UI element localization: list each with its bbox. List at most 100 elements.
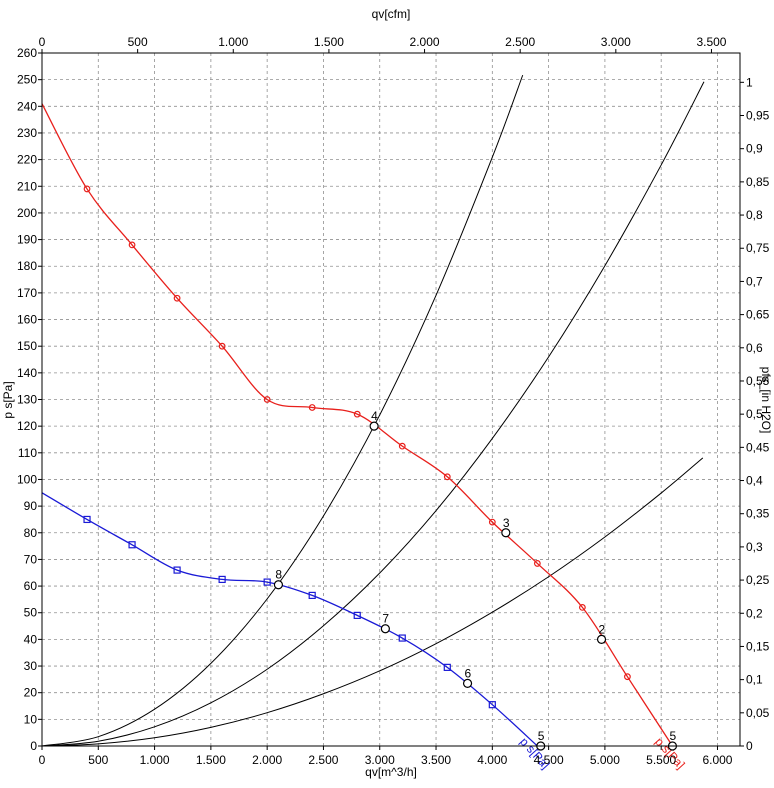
operating-point-marker [501,528,511,538]
data-point-marker [173,566,181,574]
system-curve-line [41,457,704,747]
y-tick-label-left: 110 [18,446,37,460]
x-tick-label-top: 3.000 [601,35,631,49]
y-tick-label-left: 260 [17,46,37,60]
x-tick-label-top: 500 [128,35,148,49]
y-tick-label-left: 0 [30,739,37,753]
y-axis-label-right: pfs_[in H2O] [759,367,773,434]
y-tick-label-left: 240 [17,99,37,113]
x-tick-label-bottom: 3.000 [365,753,395,767]
x-tick-label-bottom: 0 [39,753,46,767]
y-tick-label-left: 250 [17,73,37,87]
y-tick-label-left: 100 [17,472,37,486]
y-tick-label-left: 230 [17,126,37,140]
y-tick-label-left: 150 [17,339,37,353]
system-curves [41,74,705,747]
operating-point-label: 2 [599,622,606,636]
data-point-marker [128,241,136,249]
y-tick-label-left: 30 [24,659,38,673]
y-tick-label-right: 0,7 [746,274,763,288]
x-tick-label-top: 2.500 [505,35,535,49]
operating-point-label: 3 [503,516,510,530]
axis-tick-labels: 0 500 1.000 1.500 2.000 2.500 3.000 3.500 4.000 4… [17,35,770,767]
x-tick-label-bottom: 500 [88,753,108,767]
data-point-marker [263,578,271,586]
data-point-marker [443,473,451,481]
x-tick-label-bottom: 5.000 [590,753,620,767]
operating-point-label: 5 [669,729,676,743]
operating-point-label: 8 [275,568,282,582]
y-tick-label-right: 0,3 [746,540,763,554]
data-point-marker [218,575,226,584]
x-tick-label-top: 1.000 [218,35,248,49]
y-tick-label-right: 0,35 [746,507,770,521]
y-tick-label-right: 0,65 [746,308,770,322]
system-curve-line [41,81,705,747]
y-tick-label-left: 200 [17,206,37,220]
y-tick-label-left: 20 [24,686,38,700]
data-point-marker [308,404,316,411]
data-point-marker [624,673,631,681]
y-tick-label-right: 0,55 [746,374,770,388]
data-point-marker [308,591,316,600]
y-tick-label-left: 160 [17,313,37,327]
x-tick-label-top: 3.500 [696,35,726,49]
operating-point-label: 7 [382,612,389,626]
y-tick-label-left: 10 [24,712,38,726]
y-tick-label-left: 120 [17,419,37,433]
data-point-marker [128,541,136,549]
y-tick-label-right: 0,05 [746,706,770,720]
data-point-marker [263,396,271,403]
data-point-marker [353,410,361,418]
x-tick-label-top: 1.500 [314,35,344,49]
x-tick-label-bottom: 2.000 [252,753,282,767]
y-tick-label-left: 70 [24,552,38,566]
operating-point-marker [273,580,284,590]
operating-point-marker [462,678,473,688]
operating-point-marker [596,634,607,644]
y-tick-label-left: 210 [17,179,37,193]
data-point-marker [443,663,451,671]
y-tick-label-right: 0,8 [746,208,763,222]
y-tick-label-right: 0 [746,739,753,753]
data-point-marker [398,634,406,642]
operating-point-label: 6 [465,666,472,680]
x-axis-label-top: qv[cfm] [372,7,411,21]
grid-lines [42,53,740,746]
y-tick-label-left: 140 [17,366,37,380]
y-axis-label-left: p s[Pa] [1,381,15,418]
x-tick-label-bottom: 1.000 [140,753,170,767]
y-tick-label-right: 1 [746,75,753,89]
x-tick-label-bottom: 1.500 [196,753,226,767]
x-tick-label-top: 0 [39,35,46,49]
y-tick-label-left: 170 [17,286,37,300]
x-tick-label-bottom: 2.500 [308,753,338,767]
y-tick-label-left: 130 [17,393,37,407]
y-tick-label-right: 0,45 [746,440,770,454]
data-point-marker [173,294,181,302]
y-tick-label-right: 0,95 [746,109,770,123]
fan-curve-line [41,492,538,747]
y-tick-label-right: 0,4 [746,474,763,488]
x-tick-label-top: 2.000 [410,35,440,49]
y-tick-label-left: 220 [17,153,37,167]
y-tick-label-right: 0,9 [746,142,763,156]
data-point-marker [488,518,496,526]
y-tick-label-right: 0,5 [746,407,763,421]
y-tick-label-right: 0,6 [746,341,763,355]
y-tick-label-left: 60 [24,579,38,593]
fan-curves: p s[Pa]p s[Pa] [41,103,688,772]
x-tick-label-bottom: 4.000 [477,753,507,767]
data-point-marker [83,515,91,524]
data-point-marker [578,604,586,611]
data-point-marker [533,560,541,567]
y-tick-label-right: 0,15 [746,639,770,653]
y-tick-label-right: 0,85 [746,175,770,189]
data-point-marker [83,185,91,193]
y-tick-label-right: 0,2 [746,606,763,620]
operating-point-marker [380,624,390,634]
system-curve-line [41,74,524,747]
data-point-marker [353,611,361,619]
operating-point-label: 4 [371,409,378,423]
